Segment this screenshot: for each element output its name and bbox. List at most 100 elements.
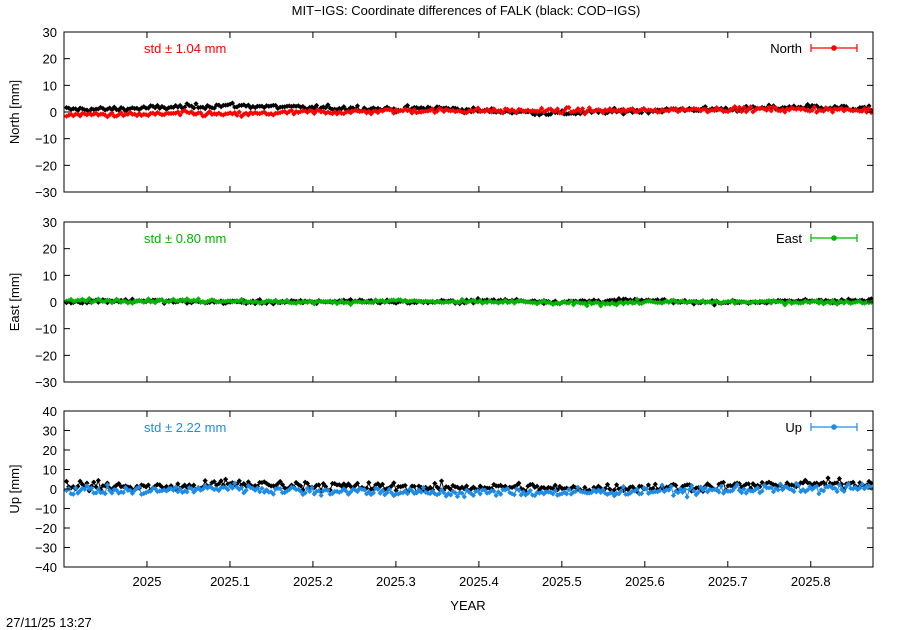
data-point: [532, 493, 538, 499]
data-point: [277, 485, 283, 492]
data-point: [841, 488, 847, 495]
data-point: [582, 300, 588, 306]
data-point: [175, 489, 181, 495]
data-point: [714, 105, 720, 111]
data-point: [366, 479, 372, 486]
data-point: [111, 486, 117, 493]
data-point: [768, 108, 774, 114]
data-point: [729, 298, 736, 304]
data-point: [779, 299, 786, 305]
data-point: [432, 480, 438, 486]
data-point: [802, 298, 808, 304]
data-point: [327, 105, 333, 111]
data-point: [507, 108, 513, 114]
data-point: [766, 104, 772, 110]
data-point: [309, 108, 315, 114]
data-point: [718, 483, 724, 489]
data-point: [416, 105, 422, 112]
data-point: [654, 297, 661, 303]
y-tick-label: −30: [35, 185, 57, 200]
data-point: [134, 298, 140, 305]
data-point: [207, 297, 213, 304]
data-point: [527, 487, 533, 494]
data-point: [325, 487, 331, 493]
data-point: [652, 107, 658, 113]
data-point: [732, 481, 738, 487]
data-point: [138, 298, 145, 304]
data-point: [548, 300, 554, 306]
data-point: [759, 488, 765, 494]
data-point: [748, 104, 754, 110]
data-point: [95, 477, 101, 484]
data-point: [470, 297, 477, 303]
data-point: [209, 297, 215, 303]
x-tick-label: 2025.6: [625, 574, 665, 589]
data-point: [495, 108, 502, 114]
data-point: [516, 480, 522, 486]
data-point: [304, 480, 311, 486]
data-point: [582, 484, 588, 490]
data-point: [868, 296, 873, 302]
data-point: [245, 299, 251, 305]
y-tick-label: 10: [43, 78, 57, 93]
data-point: [379, 297, 386, 304]
data-point: [461, 486, 467, 492]
data-point: [493, 299, 499, 305]
data-point: [516, 487, 522, 493]
data-point: [223, 476, 229, 482]
data-point: [363, 491, 370, 497]
data-point: [550, 301, 556, 307]
data-point: [432, 299, 438, 306]
data-point: [438, 478, 445, 484]
data-point: [277, 478, 283, 485]
data-point: [109, 300, 115, 306]
data-point: [750, 109, 756, 115]
data-point: [679, 489, 686, 495]
data-point: [418, 109, 424, 115]
legend-label: North: [770, 41, 802, 56]
data-point: [300, 298, 306, 305]
data-point: [802, 477, 808, 483]
data-point: [845, 299, 852, 305]
legend-symbol: [810, 44, 858, 52]
data-point: [404, 102, 411, 109]
data-point: [557, 491, 563, 497]
data-point: [511, 492, 517, 498]
data-point: [743, 103, 749, 109]
data-point: [207, 108, 213, 115]
data-point: [836, 482, 843, 488]
data-point: [470, 108, 477, 115]
data-point: [270, 491, 276, 497]
data-point: [345, 491, 351, 497]
data-point: [652, 299, 658, 305]
y-axis-label: Up [mm]: [7, 464, 22, 513]
data-point: [595, 483, 602, 489]
data-point: [800, 480, 806, 486]
data-point: [450, 107, 456, 114]
data-point: [554, 106, 561, 112]
data-point: [257, 300, 263, 306]
data-point: [859, 481, 865, 487]
data-point: [548, 489, 554, 495]
data-point: [238, 296, 245, 302]
data-point: [573, 111, 579, 117]
data-point: [443, 493, 449, 499]
data-point: [866, 106, 872, 112]
data-point: [311, 105, 317, 111]
data-point: [223, 298, 229, 305]
data-point: [343, 488, 349, 494]
data-point: [691, 488, 697, 494]
data-point: [404, 490, 411, 497]
data-point: [336, 299, 342, 305]
data-point: [454, 484, 461, 490]
data-point: [586, 487, 592, 493]
data-point: [536, 490, 542, 496]
data-point: [625, 107, 631, 113]
data-point: [207, 484, 213, 490]
data-point: [716, 489, 722, 495]
data-point: [743, 490, 749, 496]
data-point: [384, 490, 390, 496]
data-point: [484, 297, 490, 303]
data-point: [191, 482, 197, 488]
data-point: [266, 111, 272, 117]
